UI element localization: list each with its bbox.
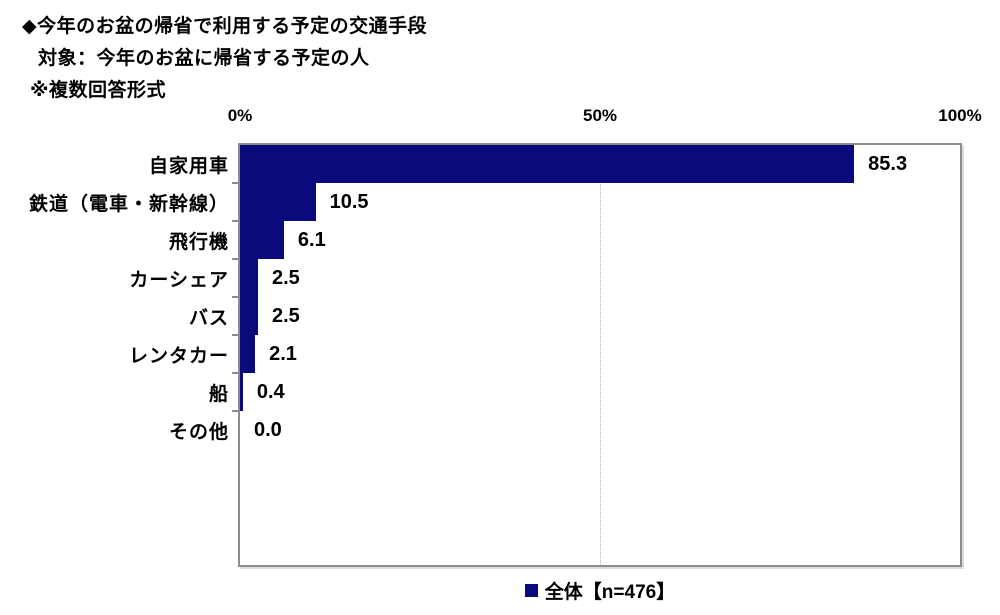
category-label: カーシェア bbox=[129, 269, 229, 291]
chart-title: ◆今年のお盆の帰省で利用する予定の交通手段 bbox=[22, 16, 428, 37]
chart-row: カーシェア 2.5 bbox=[129, 259, 960, 298]
gridline-50pct bbox=[600, 145, 601, 565]
x-axis-tick-label: 50% bbox=[582, 106, 618, 125]
category-label: 自家用車 bbox=[148, 155, 229, 177]
x-axis-tick-label: 100% bbox=[938, 106, 982, 125]
value-label: 85.3 bbox=[868, 152, 908, 175]
chart-row: 飛行機 6.1 bbox=[169, 221, 960, 260]
value-label: 0.4 bbox=[256, 380, 285, 403]
chart-row: レンタカー 2.1 bbox=[129, 335, 960, 374]
bar bbox=[240, 335, 256, 373]
chart-row: その他 0.0 bbox=[169, 411, 960, 449]
x-axis-tick-label: 0% bbox=[227, 106, 253, 125]
bar bbox=[240, 183, 316, 221]
legend-label: 全体【n=476】 bbox=[544, 582, 676, 603]
chart-row: バス 2.5 bbox=[189, 297, 960, 336]
bar bbox=[240, 259, 258, 297]
y-axis-tick bbox=[232, 372, 238, 374]
y-axis-tick bbox=[232, 410, 238, 412]
value-label: 6.1 bbox=[297, 228, 326, 251]
value-label: 2.1 bbox=[269, 342, 297, 365]
plot-area: 自家用車 85.3 鉄道（電車・新幹線） 10.5 飛行機 6.1 カーシェア 2.5 バス 2.… bbox=[29, 143, 962, 567]
chart-note: ※複数回答形式 bbox=[30, 80, 166, 101]
chart-row: 船 0.4 bbox=[209, 373, 960, 412]
bar bbox=[240, 145, 855, 183]
chart-subtitle: 対象：今年のお盆に帰省する予定の人 bbox=[38, 48, 370, 69]
bar-rows: 自家用車 85.3 鉄道（電車・新幹線） 10.5 飛行機 6.1 カーシェア 2.5 バス 2.… bbox=[29, 145, 960, 449]
category-label: 船 bbox=[208, 383, 229, 405]
bar bbox=[240, 373, 243, 411]
category-label: レンタカー bbox=[128, 345, 229, 367]
bar bbox=[240, 221, 284, 259]
y-axis-tick bbox=[232, 220, 238, 222]
y-axis-tick bbox=[232, 334, 238, 336]
chart-row: 自家用車 85.3 bbox=[149, 145, 960, 184]
category-label: 飛行機 bbox=[168, 231, 229, 253]
y-axis-tick bbox=[232, 258, 238, 260]
y-axis-tick bbox=[232, 296, 238, 298]
legend-square-icon bbox=[524, 584, 538, 597]
value-label: 2.5 bbox=[272, 266, 300, 289]
y-axis-tick bbox=[232, 182, 238, 184]
category-label: その他 bbox=[168, 421, 229, 443]
chart-row: 鉄道（電車・新幹線） 10.5 bbox=[29, 183, 960, 222]
category-label: バス bbox=[188, 307, 229, 329]
value-label: 10.5 bbox=[329, 190, 369, 213]
value-label: 0.0 bbox=[254, 418, 282, 441]
bar bbox=[240, 297, 258, 335]
legend: 全体【n=476】 bbox=[238, 577, 962, 604]
category-label: 鉄道（電車・新幹線） bbox=[28, 193, 229, 215]
value-label: 2.5 bbox=[272, 304, 300, 327]
